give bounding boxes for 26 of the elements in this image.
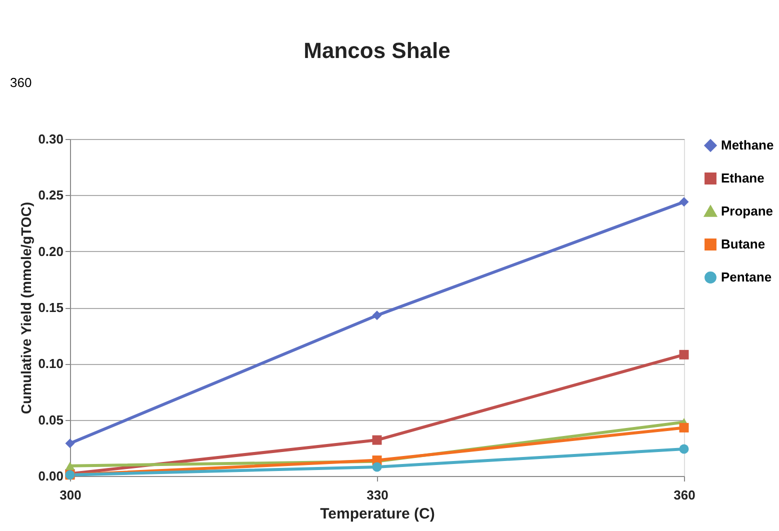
- legend-label: Propane: [721, 204, 774, 218]
- x-tick-label: 330: [366, 488, 388, 502]
- point: [679, 350, 689, 360]
- y-tick-label: 0.15: [38, 300, 64, 315]
- x-tick-label: 300: [60, 488, 82, 502]
- point: [372, 435, 382, 445]
- y-axis-title: Cumulative Yield (mmole/gTOC): [18, 202, 34, 414]
- point: [372, 310, 382, 320]
- legend-label: Butane: [721, 236, 766, 252]
- point: [679, 444, 689, 454]
- x-tick-label: 360: [674, 488, 696, 502]
- legend-label: Ethane: [721, 170, 764, 186]
- y-tick-label: 0.30: [38, 132, 64, 146]
- y-tick-label: 0.25: [38, 188, 64, 203]
- point: [679, 197, 689, 207]
- text: 360: [10, 75, 32, 90]
- point: [65, 438, 75, 448]
- legend-label: Methane: [721, 138, 774, 152]
- chart-title: Mancos Shale: [304, 38, 450, 63]
- point: [372, 462, 382, 472]
- x-axis-title: Temperature (C): [320, 506, 435, 522]
- y-tick-label: 0.10: [38, 356, 64, 372]
- y-tick-label: 0.05: [38, 412, 64, 428]
- legend-label: Pentane: [721, 270, 772, 284]
- y-tick-label: 0.20: [38, 244, 64, 259]
- y-tick-label: 0.00: [38, 468, 64, 484]
